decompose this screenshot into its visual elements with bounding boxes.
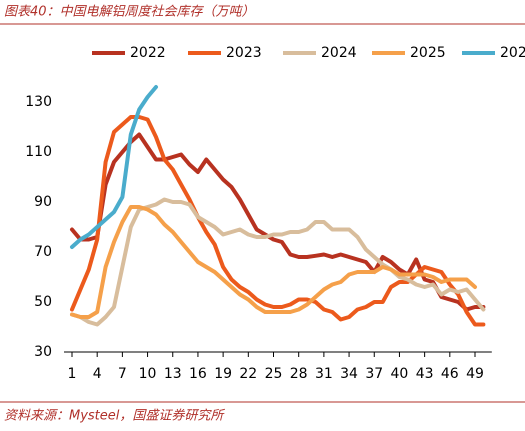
series-line [70, 205, 477, 319]
x-tick-label: 16 [189, 366, 207, 382]
series-line [70, 132, 486, 312]
y-tick-label: 90 [34, 194, 52, 210]
x-tick-label: 13 [164, 366, 182, 382]
legend-label: 2024 [321, 45, 357, 61]
series-line [70, 85, 158, 249]
y-tick-label: 130 [25, 94, 52, 110]
x-tick-label: 4 [93, 366, 102, 382]
legend-label: 2023 [226, 45, 262, 61]
x-tick-label: 25 [265, 366, 283, 382]
legend-label: 2026 [500, 45, 525, 61]
x-tick-label: 10 [139, 366, 157, 382]
y-tick-label: 30 [34, 344, 52, 360]
source: 资料来源：Mysteel，国盛证券研究所 [4, 408, 225, 424]
y-tick-label: 110 [25, 144, 52, 160]
x-tick-label: 7 [118, 366, 127, 382]
x-tick-label: 46 [441, 366, 459, 382]
x-tick-label: 43 [416, 366, 434, 382]
y-tick-label: 50 [34, 294, 52, 310]
header-title: 图表40：中国电解铝周度社会库存（万吨） [4, 4, 255, 20]
x-tick-label: 34 [340, 366, 358, 382]
legend-label: 2025 [410, 45, 446, 61]
x-tick-label: 49 [466, 366, 484, 382]
x-tick-label: 19 [214, 366, 232, 382]
y-tick-label: 70 [34, 244, 52, 260]
legend-label: 2022 [130, 45, 166, 61]
x-tick-label: 31 [315, 366, 333, 382]
x-tick-label: 28 [290, 366, 308, 382]
x-tick-label: 22 [239, 366, 257, 382]
x-tick-label: 1 [68, 366, 77, 382]
x-tick-label: 37 [365, 366, 383, 382]
x-tick-label: 40 [391, 366, 409, 382]
